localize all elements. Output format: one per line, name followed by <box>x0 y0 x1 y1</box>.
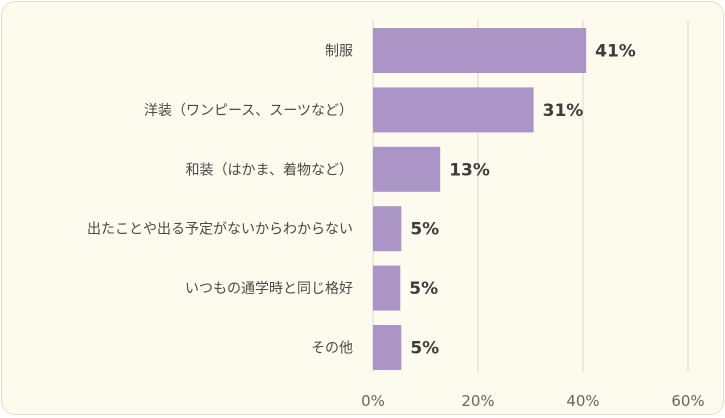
category-label-0: 制服 <box>325 44 353 60</box>
category-label-5: その他 <box>311 341 353 357</box>
bar-0 <box>373 28 587 73</box>
value-label-4: 5% <box>409 279 438 299</box>
value-label-3: 5% <box>410 220 439 240</box>
bar-3 <box>373 206 402 252</box>
category-label-4: いつもの通学時と同じ格好 <box>185 281 353 297</box>
category-label-1: 洋装（ワンピース、スーツなど） <box>144 103 353 119</box>
bar-4 <box>373 265 401 311</box>
x-tick-label-0: 0% <box>361 392 385 410</box>
x-tick-label-2: 40% <box>566 392 599 410</box>
x-tick-label-3: 60% <box>671 392 704 410</box>
value-label-0: 41% <box>595 42 636 62</box>
category-label-3: 出たことや出る予定がないからわからない <box>87 222 353 238</box>
bar-1 <box>373 87 534 133</box>
bar-2 <box>373 146 441 192</box>
x-tick-label-1: 20% <box>461 392 494 410</box>
bar-5 <box>373 325 402 370</box>
value-label-2: 13% <box>449 160 490 180</box>
category-label-2: 和装（はかま、着物など） <box>186 162 353 178</box>
value-label-5: 5% <box>410 339 439 359</box>
value-label-1: 31% <box>543 101 584 121</box>
